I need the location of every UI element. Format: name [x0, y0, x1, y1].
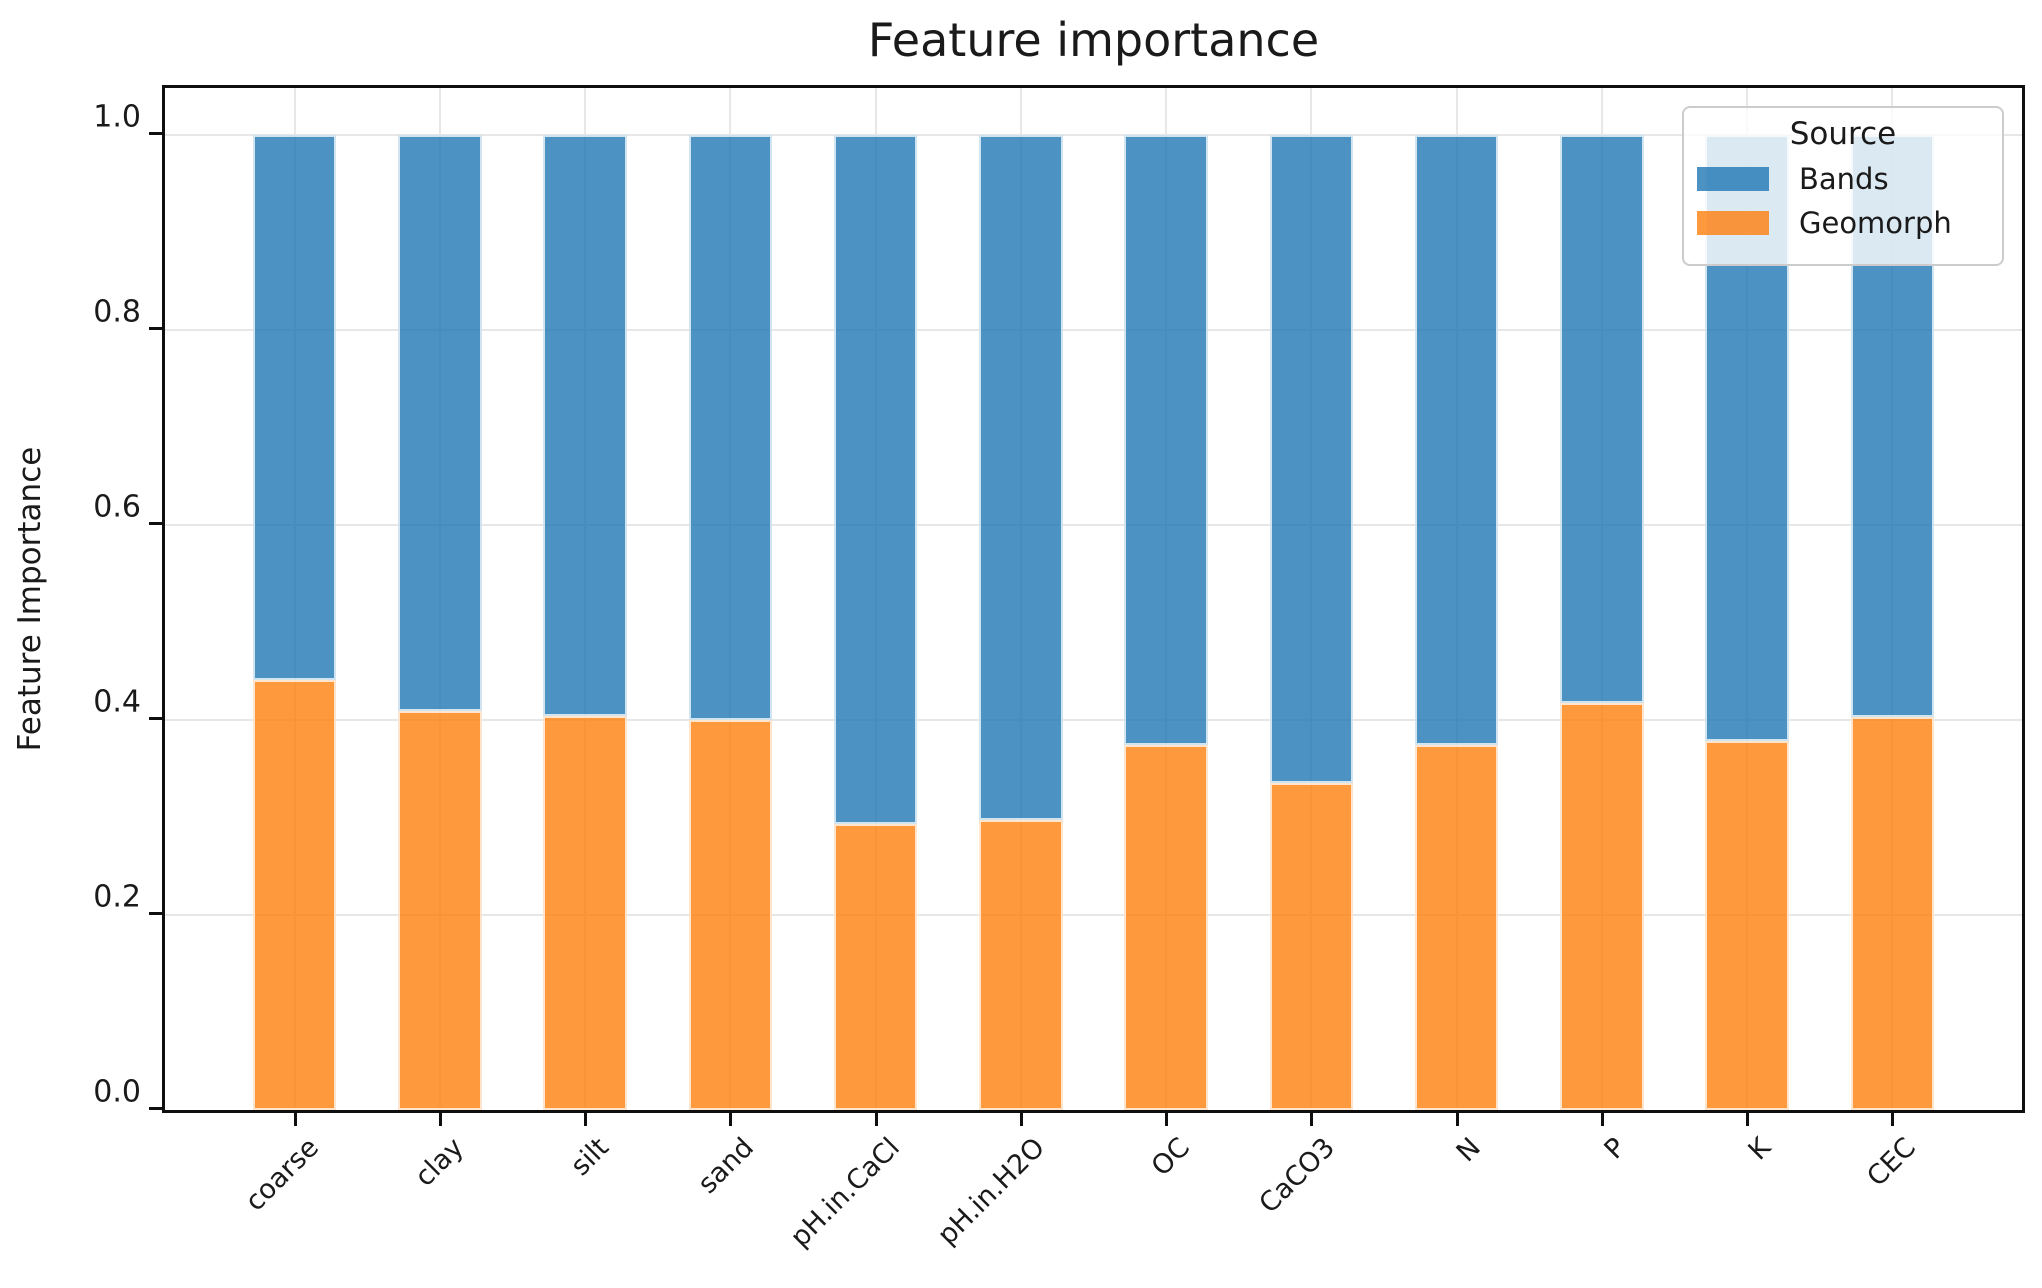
y-tick-label: 0.0	[93, 1074, 141, 1110]
bar-segment-silt-bands	[543, 134, 627, 717]
x-tick-mark	[1019, 1113, 1023, 1126]
bar-segment-N-geomorph	[1414, 745, 1499, 1110]
x-tick-mark	[438, 1113, 442, 1126]
y-tick-mark	[149, 716, 162, 720]
chart-title: Feature importance	[867, 13, 1320, 67]
x-tick-label: silt	[565, 1132, 615, 1182]
x-tick-label: OC	[1145, 1132, 1197, 1183]
y-tick-label: 0.4	[93, 684, 141, 720]
x-tick-label: clay	[409, 1132, 470, 1193]
h-gridline	[165, 913, 2022, 916]
bar-segment-coarse-geomorph	[252, 679, 337, 1110]
bar-segment-sand-bands	[688, 134, 773, 720]
bar-segment-K-geomorph	[1705, 741, 1789, 1110]
x-tick-label: P	[1598, 1132, 1632, 1166]
geomorph-color-swatch	[1697, 211, 1769, 235]
y-tick-mark	[149, 131, 162, 135]
y-tick-mark	[149, 911, 162, 915]
y-tick-mark	[149, 1107, 162, 1110]
plot-area: Source Bands Geomorph 0.0 0.2 0.4 0.6 0.8 1.0…	[93, 85, 2025, 1253]
bar-segment-OC-bands	[1124, 134, 1208, 746]
x-tick-label: CEC	[1861, 1132, 1923, 1193]
x-tick-label: sand	[692, 1132, 761, 1200]
h-gridline	[165, 718, 2022, 721]
legend-entry-label: Geomorph	[1799, 206, 1952, 240]
x-tick-mark	[1891, 1113, 1895, 1126]
x-tick-label: N	[1450, 1132, 1487, 1169]
bar-segment-silt-geomorph	[543, 716, 627, 1110]
x-tick-label: pH.in.CaCl	[784, 1132, 906, 1254]
y-tick-label: 1.0	[93, 99, 141, 135]
bar-segment-CaCO3-geomorph	[1269, 783, 1354, 1110]
x-tick-label: pH.in.H2O	[931, 1132, 1051, 1252]
bar-segment-P-geomorph	[1560, 703, 1644, 1110]
legend-entry-bands: Bands	[1697, 162, 2002, 196]
x-tick-mark	[1455, 1113, 1459, 1126]
legend: Source Bands Geomorph	[1682, 106, 2004, 266]
y-tick-label: 0.6	[93, 489, 141, 525]
bar-segment-pH.in.CaCl-bands	[833, 134, 918, 825]
x-tick-mark	[1310, 1113, 1314, 1126]
x-tick-mark	[1746, 1113, 1750, 1126]
bar-segment-P-bands	[1560, 134, 1644, 704]
legend-entry-geomorph: Geomorph	[1697, 206, 2002, 240]
bar-segment-CEC-geomorph	[1850, 717, 1935, 1110]
bands-color-swatch	[1697, 167, 1769, 191]
h-gridline	[165, 133, 2022, 136]
x-tick-mark	[874, 1113, 878, 1126]
bar-segment-CaCO3-bands	[1269, 134, 1354, 784]
h-gridline	[165, 328, 2022, 331]
x-tick-mark	[1165, 1113, 1169, 1126]
x-tick-mark	[1600, 1113, 1604, 1126]
bar-segment-pH.in.H2O-bands	[979, 134, 1063, 821]
y-axis-label: Feature Importance	[12, 446, 48, 752]
bar-segment-pH.in.CaCl-geomorph	[833, 824, 918, 1110]
y-tick-mark	[149, 521, 162, 525]
y-tick-mark	[149, 326, 162, 330]
bar-segment-N-bands	[1414, 134, 1499, 746]
x-tick-mark	[293, 1113, 297, 1126]
bar-segment-sand-geomorph	[688, 719, 773, 1110]
x-tick-label: CaCO3	[1253, 1132, 1342, 1220]
bar-segment-OC-geomorph	[1124, 745, 1208, 1110]
legend-title: Source	[1789, 116, 1897, 152]
h-gridline	[165, 523, 2022, 526]
bar-segment-coarse-bands	[252, 134, 337, 680]
bar-segment-pH.in.H2O-geomorph	[979, 820, 1063, 1110]
x-tick-label: K	[1742, 1132, 1778, 1167]
x-tick-mark	[584, 1113, 588, 1126]
y-tick-label: 0.2	[93, 879, 141, 915]
bar-segment-clay-bands	[397, 134, 482, 712]
legend-entry-label: Bands	[1799, 162, 1889, 196]
y-tick-label: 0.8	[93, 294, 141, 330]
bar-segment-clay-geomorph	[397, 711, 482, 1110]
x-tick-mark	[729, 1113, 733, 1126]
x-tick-label: coarse	[239, 1132, 325, 1218]
